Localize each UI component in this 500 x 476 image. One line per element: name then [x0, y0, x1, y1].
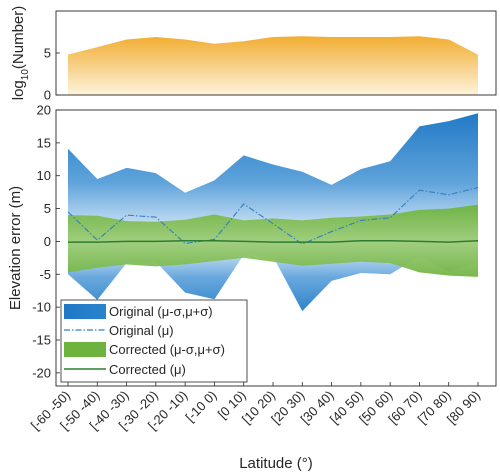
main-y-tick-label: 20: [37, 103, 51, 118]
original-mean-line: [67, 187, 479, 245]
main-y-tick-label: -10: [32, 300, 51, 315]
legend-label-original-mean: Original (μ): [109, 323, 174, 338]
top-area: [68, 36, 478, 95]
legend-swatch-original-band: [64, 304, 106, 319]
main-y-ticks: -20 -15 -10 -5 0 5 10 15 20: [32, 103, 60, 380]
corrected-band: [68, 204, 478, 277]
main-y-axis-label: Elevation error (m): [7, 186, 24, 310]
main-y-tick-label: 15: [37, 135, 51, 150]
top-y-ticks: 05: [44, 46, 60, 103]
main-y-tick-label: -15: [32, 333, 51, 348]
original-band-upper: [68, 113, 478, 242]
x-tick-label: [-10 0): [182, 388, 219, 425]
top-panel: 05 log10(Number): [10, 6, 497, 103]
top-y-tick-label: 5: [44, 46, 51, 61]
legend-swatch-corrected-band: [64, 342, 106, 357]
corrected-mean-line: [68, 240, 479, 243]
bands-layer: [68, 113, 478, 312]
top-y-axis-label: log10(Number): [10, 6, 31, 101]
x-axis-label: Latitude (°): [239, 455, 313, 472]
main-y-tick-label: -20: [32, 365, 51, 380]
legend-label-corrected-mean: Corrected (μ): [109, 362, 186, 377]
top-y-tick-label: 0: [44, 88, 51, 103]
main-y-tick-label: 10: [37, 168, 51, 183]
lines-layer: [67, 187, 479, 245]
main-y-tick-label: -5: [39, 267, 51, 282]
legend-label-corrected-band: Corrected (μ-σ,μ+σ): [109, 342, 225, 357]
main-axes-box: [55, 109, 497, 387]
main-y-tick-label: 0: [44, 234, 51, 249]
main-panel: -20 -15 -10 -5 0 5 10 15 20 [-60 -50)[-50 -40)[-…: [7, 103, 497, 472]
legend-label-original-band: Original (μ-σ,μ+σ): [109, 304, 213, 319]
x-tick-label: [80 90): [444, 388, 483, 427]
main-x-ticks: [-60 -50)[-50 -40)[-40 -30)[-30 -20)[-20…: [28, 382, 483, 433]
main-y-tick-label: 5: [44, 201, 51, 216]
legend: Original (μ-σ,μ+σ) Original (μ) Correcte…: [60, 299, 248, 383]
